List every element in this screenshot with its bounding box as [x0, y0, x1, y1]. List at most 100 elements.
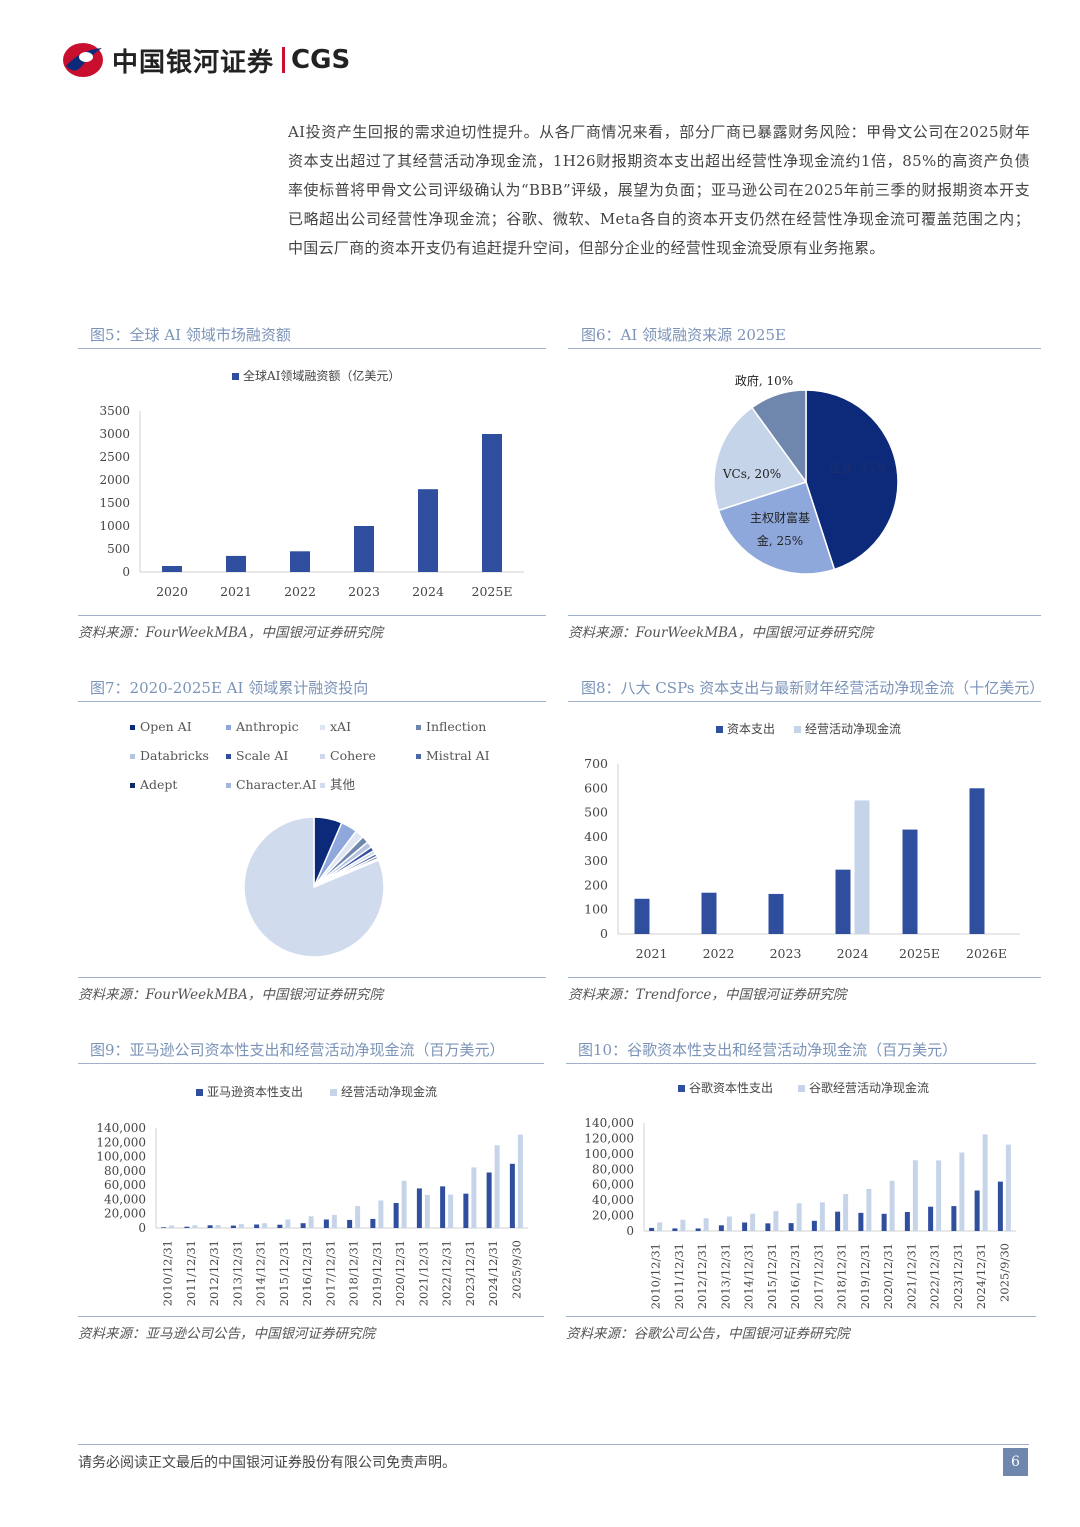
bar-secondary [494, 1145, 500, 1228]
bar-secondary [355, 1206, 361, 1228]
legend-swatch [320, 783, 325, 788]
y-tick-label: 700 [584, 756, 608, 771]
bar-primary [835, 1211, 841, 1231]
legend-swatch [330, 1089, 337, 1096]
fig10-source: 资料来源：谷歌公司公告，中国银河证券研究院 [566, 1326, 850, 1342]
y-tick-label: 0 [626, 1224, 634, 1238]
bar-primary [254, 1224, 260, 1228]
x-tick-label: 2015/12/31 [765, 1243, 779, 1309]
legend-label: xAI [330, 719, 351, 734]
y-tick-label: 0 [122, 565, 130, 579]
bar-primary [997, 1181, 1003, 1231]
bar-primary [788, 1223, 794, 1231]
legend-swatch [130, 783, 135, 788]
bar-primary [969, 788, 985, 934]
pie-slice [750, 389, 807, 485]
x-tick-label: 2020/12/31 [881, 1243, 895, 1309]
fig9-bottom-rule [78, 1316, 544, 1317]
bar-primary [393, 1203, 399, 1228]
x-tick-label: 2011/12/31 [184, 1240, 198, 1306]
legend-label: Anthropic [235, 719, 299, 734]
bar-secondary [448, 1194, 454, 1228]
slice-label-government: 政府, 10% [735, 373, 793, 388]
x-tick-label: 2017/12/31 [323, 1240, 337, 1306]
y-tick-label: 600 [584, 780, 608, 795]
bar-primary [323, 1219, 329, 1228]
fig6-top-rule [568, 348, 1041, 349]
x-tick-label: 2018/12/31 [347, 1240, 361, 1306]
y-tick-label: 2500 [99, 450, 130, 464]
legend-swatch [130, 725, 135, 730]
bar-primary [835, 869, 851, 934]
y-tick-label: 3000 [99, 427, 130, 441]
x-tick-label: 2026E [966, 946, 1007, 961]
fig9-source: 资料来源：亚马逊公司公告，中国银河证券研究院 [78, 1326, 375, 1342]
legend-swatch [226, 783, 231, 788]
y-tick-label: 80,000 [592, 1162, 634, 1176]
slice-label-enterprise: 企业, 45% [829, 460, 887, 475]
legend-label: Open AI [140, 719, 192, 734]
bar-secondary [285, 1219, 291, 1228]
bar-primary [634, 898, 650, 934]
x-tick-label: 2013/12/31 [718, 1243, 732, 1309]
bar-secondary [331, 1214, 337, 1228]
x-tick-label: 2024/12/31 [974, 1243, 988, 1309]
pie-slice [243, 816, 385, 958]
legend-label: Cohere [330, 748, 376, 763]
pie-slice [713, 406, 808, 512]
y-tick-label: 120,000 [584, 1131, 634, 1145]
bar-secondary [657, 1222, 663, 1231]
bar-primary [354, 526, 374, 572]
x-tick-label: 2022 [703, 946, 735, 961]
bar-primary [370, 1218, 376, 1228]
bar-secondary [726, 1216, 732, 1231]
fig5-source: 资料来源：FourWeekMBA，中国银河证券研究院 [78, 625, 383, 641]
bar-secondary [308, 1216, 314, 1228]
legend-swatch [226, 725, 231, 730]
body-paragraph: AI投资产生回报的需求迫切性提升。从各厂商情况来看，部分厂商已暴露财务风险：甲骨… [288, 123, 1030, 257]
x-tick-label: 2023/12/31 [951, 1243, 965, 1309]
bar-primary [742, 1222, 748, 1231]
bar-secondary [1005, 1144, 1011, 1231]
fig9-chart: 020,00040,00060,00080,000100,000120,0001… [96, 1084, 528, 1306]
x-tick-label: 2021/12/31 [416, 1240, 430, 1306]
bar-secondary [703, 1218, 709, 1231]
bar-secondary [424, 1194, 430, 1228]
fig7-bottom-rule [78, 977, 546, 978]
bar-primary [207, 1225, 213, 1228]
fig6-source: 资料来源：FourWeekMBA，中国银河证券研究院 [568, 625, 873, 641]
legend-label: 亚马逊资本性支出 [207, 1085, 303, 1099]
slice-label-sovereign-line2: 金, 25% [757, 533, 803, 548]
y-tick-label: 3500 [99, 404, 130, 418]
legend-label: 谷歌资本性支出 [689, 1080, 773, 1095]
bar-secondary [796, 1203, 802, 1231]
fig8-source: 资料来源：Trendforce，中国银河证券研究院 [568, 987, 847, 1003]
bar-secondary [936, 1160, 942, 1231]
legend-label: Adept [139, 777, 177, 792]
galaxy-logo-icon [63, 43, 103, 77]
bar-primary [858, 1212, 864, 1231]
y-tick-label: 140,000 [584, 1116, 634, 1130]
y-tick-label: 1000 [99, 519, 130, 533]
legend-label: Character.AI [236, 777, 317, 792]
legend-label: 其他 [330, 777, 356, 792]
legend-swatch [320, 754, 325, 759]
y-tick-label: 60,000 [592, 1178, 634, 1192]
x-tick-label: 2016/12/31 [300, 1240, 314, 1306]
bar-primary [718, 1225, 724, 1231]
brand-name-cn: 中国银河证券 [112, 47, 275, 78]
bar-secondary [169, 1225, 175, 1228]
bar-primary [347, 1219, 353, 1228]
fig7-title: 图7：2020-2025E AI 领域累计融资投向 [90, 679, 369, 697]
legend-label: 资本支出 [727, 722, 775, 736]
footer-disclaimer: 请务必阅读正文最后的中国银河证券股份有限公司免责声明。 [78, 1455, 456, 1471]
fig8-title: 图8：八大 CSPs 资本支出与最新财年经营活动净现金流（十亿美元） [581, 679, 1045, 697]
bar-primary [951, 1206, 957, 1231]
x-tick-label: 2023 [770, 946, 802, 961]
fig6-title: 图6：AI 领域融资来源 2025E [581, 326, 786, 344]
bar-primary [649, 1227, 655, 1231]
y-tick-label: 20,000 [104, 1207, 146, 1221]
x-tick-label: 2012/12/31 [207, 1240, 221, 1306]
y-tick-label: 500 [107, 542, 130, 556]
